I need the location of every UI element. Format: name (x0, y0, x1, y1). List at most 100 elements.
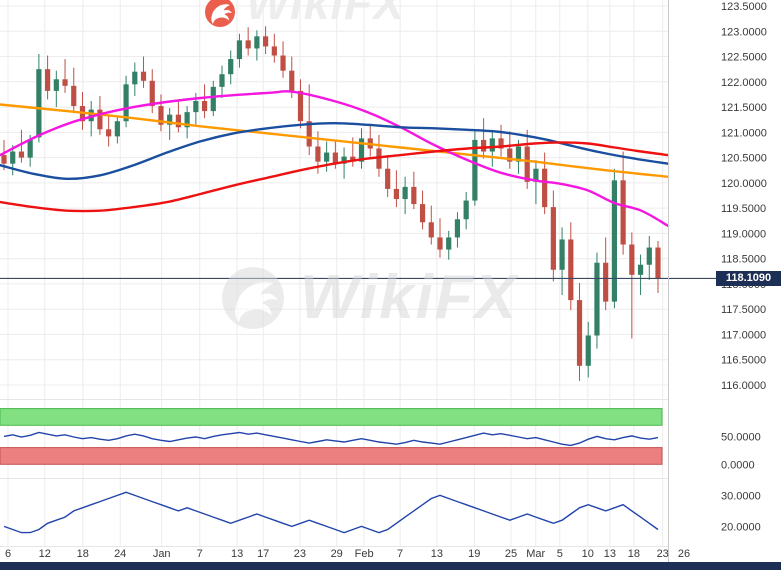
candle-body (576, 300, 583, 366)
candle-body (559, 239, 565, 270)
indicator-band (0, 447, 663, 465)
candle-body (603, 262, 609, 302)
candle-body (114, 121, 120, 137)
price-axis-label: 117.0000 (721, 329, 766, 341)
candle-body (515, 146, 522, 162)
candle-body (280, 55, 286, 71)
candle-body (289, 70, 295, 91)
price-axis-label: 119.0000 (721, 228, 766, 240)
candle-body (629, 244, 635, 275)
candle-body (219, 74, 225, 87)
x-axis-label: 12 (39, 548, 51, 560)
x-axis-label: 17 (257, 548, 269, 560)
candle-body (236, 40, 243, 60)
candle-body (175, 114, 181, 128)
x-axis-label: 13 (231, 548, 243, 560)
x-axis-label: Feb (355, 548, 374, 560)
candle-body (358, 138, 365, 162)
candle-body (167, 114, 173, 125)
x-axis-label: 7 (397, 548, 403, 560)
candle-body (446, 237, 452, 250)
candle-body (437, 237, 443, 250)
candle-body (594, 262, 600, 336)
candle-body (655, 247, 661, 279)
candle-body (254, 36, 260, 49)
x-axis-label: 29 (331, 548, 343, 560)
indicator-axis-label: 0.0000 (721, 459, 755, 471)
candle-body (481, 139, 487, 152)
candle-body (184, 112, 190, 128)
candle-body (428, 222, 434, 238)
x-axis-label: 5 (557, 548, 563, 560)
indicator-band (0, 408, 663, 426)
candle-body (498, 138, 504, 149)
x-axis-label: 23 (657, 548, 669, 560)
price-axis-label: 121.0000 (721, 127, 767, 139)
candle-body (324, 152, 330, 162)
candle-body (271, 46, 277, 56)
candle-body (53, 79, 59, 91)
rsi-line (3, 431, 659, 447)
candle-body (411, 186, 417, 205)
candle-body (585, 335, 591, 366)
candle-body (533, 168, 539, 182)
indicator-axis-label: 30.0000 (721, 490, 761, 502)
candle-body (36, 69, 42, 138)
candle-body (149, 80, 155, 107)
price-axis-label: 122.5000 (721, 52, 767, 64)
candle-body (245, 40, 251, 49)
candle-body (62, 79, 68, 86)
x-axis-label: 24 (114, 548, 126, 560)
x-axis-label: 13 (431, 548, 443, 560)
candle-body (263, 36, 269, 47)
indicator-axis-label: 50.0000 (721, 431, 761, 443)
candle-body (419, 204, 426, 223)
candle-body (524, 146, 530, 182)
price-axis-label: 117.5000 (721, 304, 766, 316)
x-axis-label: 13 (604, 548, 616, 560)
candle-body (306, 121, 312, 147)
bottom-bar (0, 562, 781, 570)
candle-body (10, 151, 16, 164)
x-axis-label: 18 (77, 548, 89, 560)
candle-body (350, 156, 356, 162)
x-axis-label: 25 (505, 548, 517, 560)
candle-body (201, 101, 208, 112)
candle-body (18, 151, 25, 158)
price-axis-label: 118.5000 (721, 254, 766, 266)
price-axis-label: 121.5000 (721, 102, 767, 114)
candle-body (568, 239, 574, 301)
candle-body (315, 146, 321, 162)
x-axis-label: 26 (678, 548, 690, 560)
ma-orange (0, 103, 670, 178)
candle-body (393, 188, 399, 200)
candle-body (385, 168, 391, 189)
price-axis-label: 116.5000 (721, 355, 766, 367)
price-axis-label: 116.0000 (721, 380, 766, 392)
price-axis-label: 119.5000 (721, 203, 766, 215)
price-axis-label: 123.5000 (721, 1, 767, 13)
indicator-axis-label: 20.0000 (721, 521, 761, 533)
x-axis-label: 19 (468, 548, 480, 560)
candle-body (106, 129, 112, 137)
candle-body (1, 155, 7, 164)
candle-body (297, 90, 304, 122)
price-axis-label: 123.0000 (721, 26, 767, 38)
ma-red (0, 141, 670, 213)
candle-body (341, 156, 347, 164)
candle-body (140, 71, 147, 81)
candle-body (228, 59, 234, 75)
price-axis-label: 122.0000 (721, 77, 767, 89)
candle-body (472, 139, 478, 201)
candle-body (489, 138, 495, 152)
candle-body (454, 219, 461, 238)
candle-body (193, 101, 199, 113)
oscillator-line (3, 491, 659, 534)
candle-body (45, 69, 51, 91)
candle-body (71, 85, 77, 107)
x-axis-label: Mar (526, 548, 545, 560)
candle-body (376, 148, 382, 169)
candle-body (542, 168, 548, 208)
